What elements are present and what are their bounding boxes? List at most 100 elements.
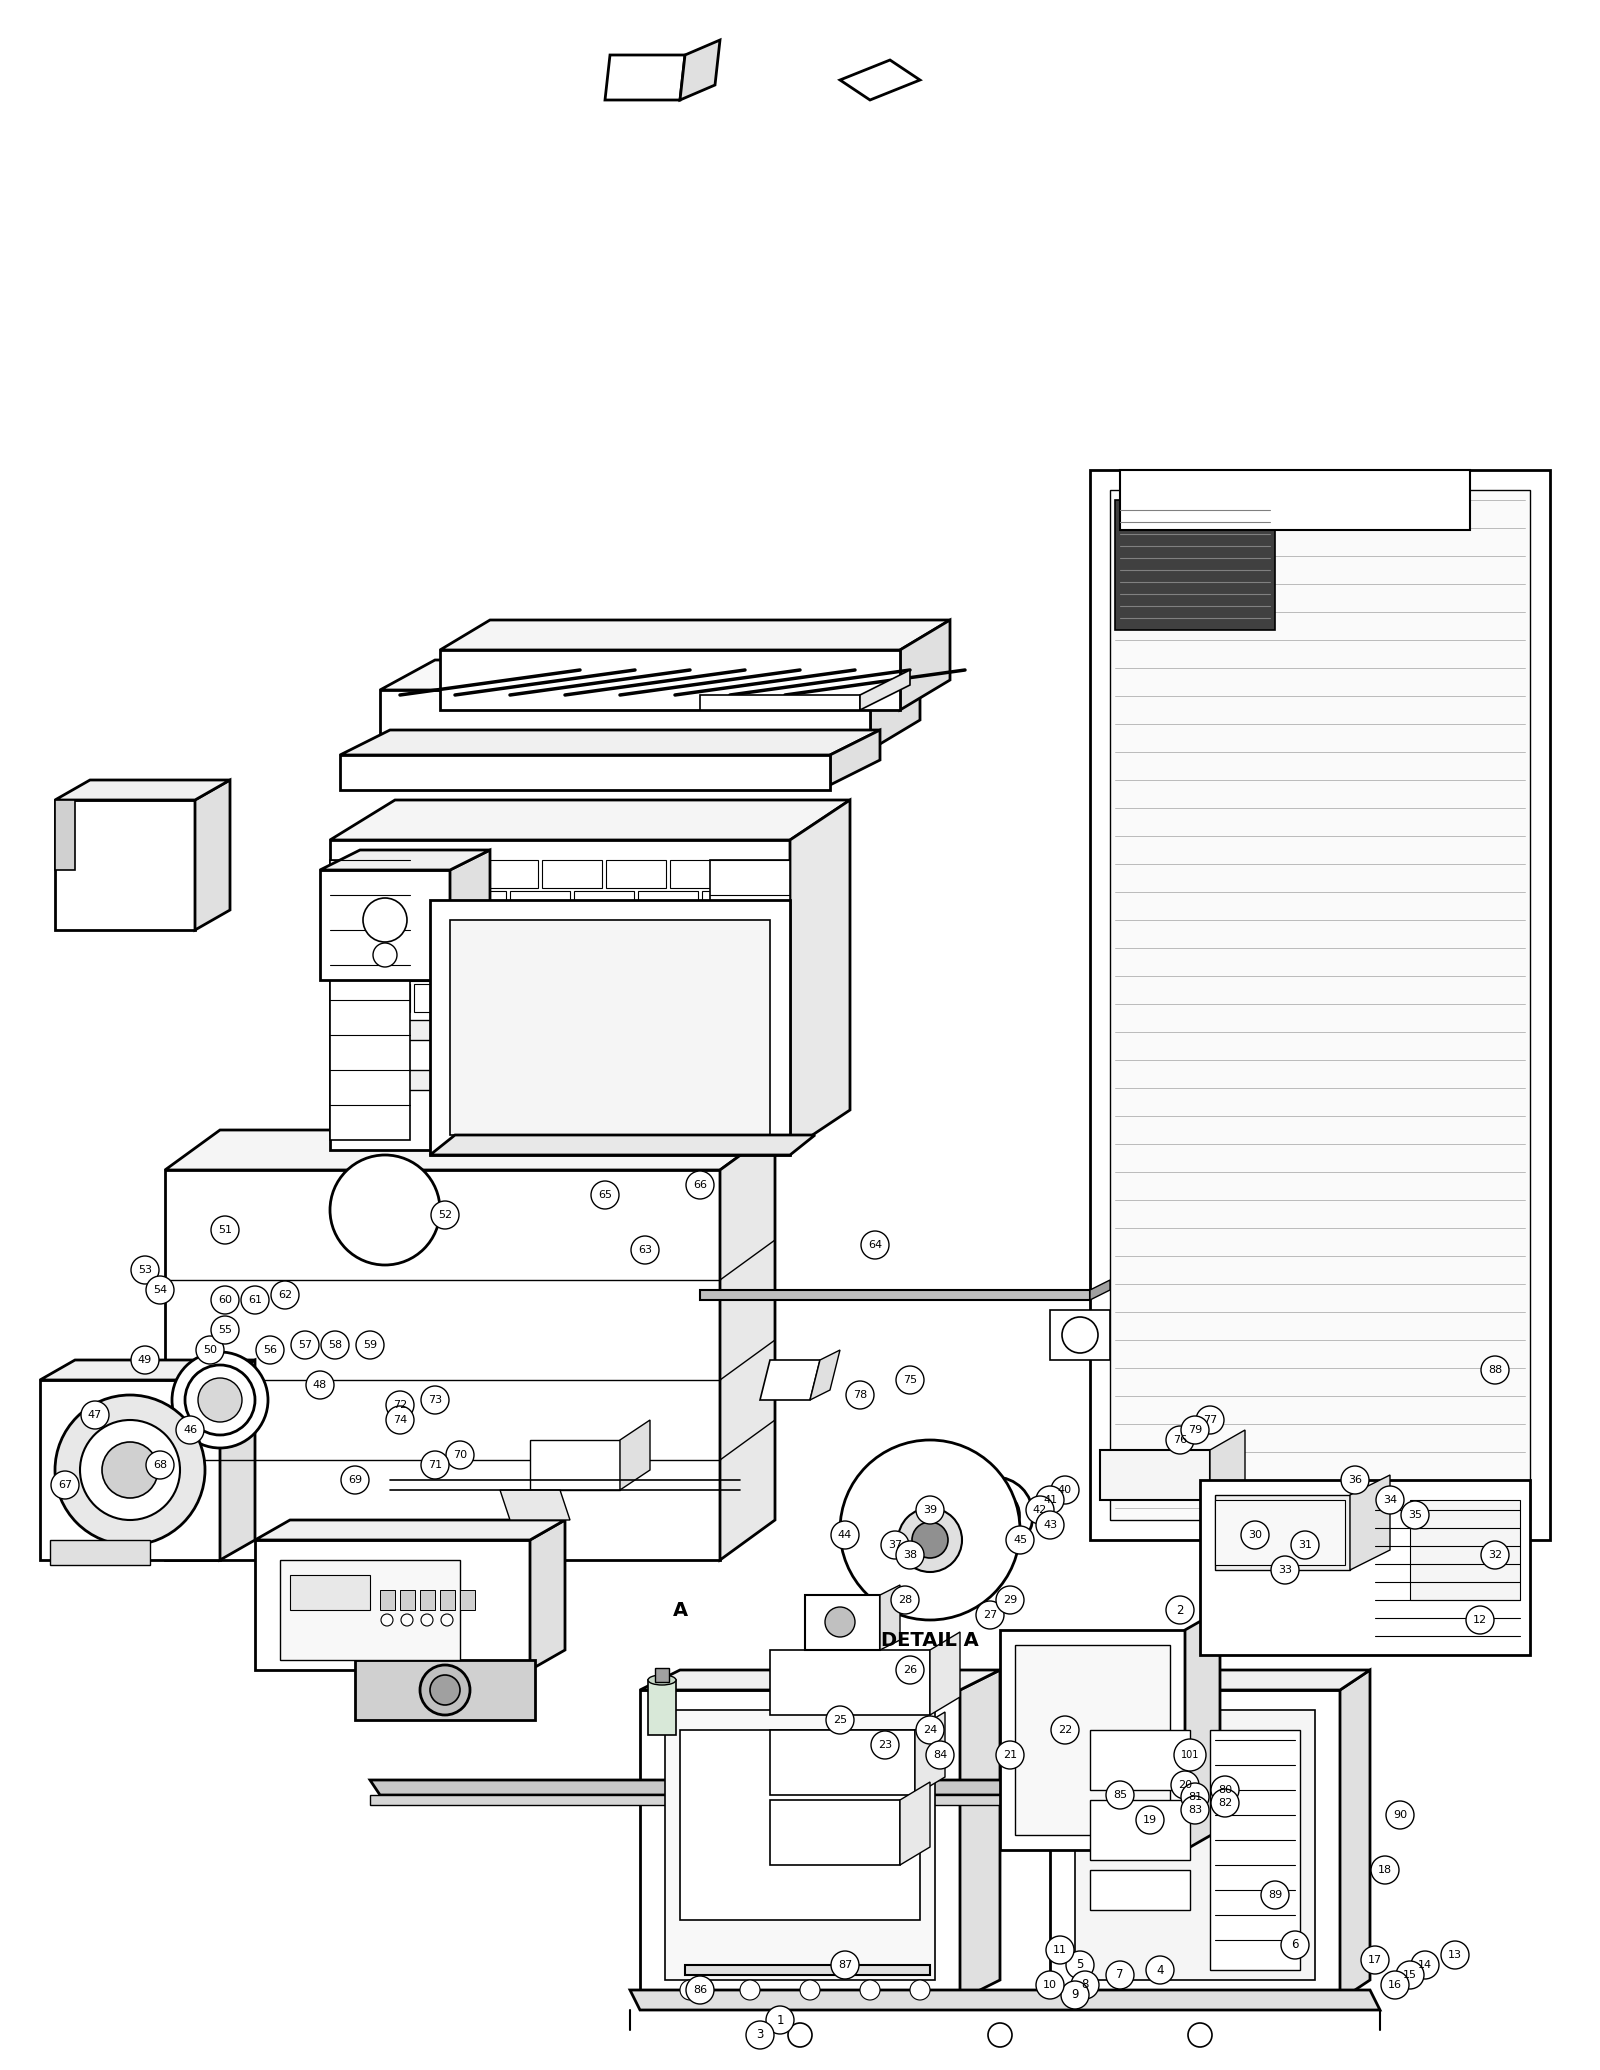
Circle shape (402, 1615, 413, 1627)
Text: 71: 71 (427, 1459, 442, 1470)
Polygon shape (899, 1782, 930, 1865)
Bar (478, 859, 538, 888)
Bar (414, 859, 474, 888)
Circle shape (995, 1586, 1024, 1615)
Circle shape (989, 2022, 1013, 2047)
Text: 65: 65 (598, 1190, 611, 1201)
Text: 32: 32 (1488, 1550, 1502, 1561)
Polygon shape (805, 1596, 880, 1650)
Bar (350, 921, 410, 950)
Circle shape (830, 1952, 859, 1979)
Circle shape (1136, 1805, 1165, 1834)
Polygon shape (1350, 1476, 1390, 1569)
Circle shape (190, 1370, 250, 1430)
Text: 22: 22 (1058, 1724, 1072, 1735)
Bar (382, 890, 442, 919)
Circle shape (291, 1331, 318, 1360)
Circle shape (680, 1981, 701, 2000)
Text: 37: 37 (888, 1540, 902, 1550)
Text: 15: 15 (1403, 1971, 1418, 1981)
Polygon shape (320, 851, 490, 869)
Circle shape (421, 1615, 434, 1627)
Bar (1090, 1869, 1190, 1911)
Polygon shape (701, 1290, 1090, 1300)
Text: 14: 14 (1418, 1960, 1432, 1971)
Text: 18: 18 (1378, 1865, 1392, 1875)
Circle shape (1062, 1317, 1098, 1354)
Text: 79: 79 (1187, 1424, 1202, 1435)
Circle shape (195, 1335, 224, 1364)
Circle shape (173, 1352, 269, 1449)
Circle shape (1037, 1486, 1064, 1513)
Circle shape (630, 1236, 659, 1265)
Circle shape (1146, 1956, 1174, 1983)
Circle shape (1270, 1557, 1299, 1584)
Bar (478, 921, 538, 950)
Bar (574, 952, 634, 981)
Bar (606, 983, 666, 1012)
Circle shape (826, 1606, 854, 1637)
Bar (702, 890, 762, 919)
Text: 56: 56 (262, 1346, 277, 1356)
Polygon shape (840, 60, 920, 99)
Bar (670, 921, 730, 950)
Text: 23: 23 (878, 1741, 893, 1749)
Polygon shape (499, 1490, 570, 1519)
Bar (510, 952, 570, 981)
Text: 73: 73 (427, 1395, 442, 1406)
Text: 76: 76 (1173, 1435, 1187, 1445)
Polygon shape (330, 799, 850, 840)
Polygon shape (330, 840, 790, 1151)
Text: 10: 10 (1043, 1981, 1058, 1989)
Polygon shape (40, 1360, 254, 1381)
Bar (1115, 501, 1275, 629)
Circle shape (131, 1346, 158, 1374)
Circle shape (1442, 1942, 1469, 1969)
Circle shape (355, 1331, 384, 1360)
Circle shape (186, 1364, 254, 1435)
Text: 74: 74 (394, 1416, 406, 1424)
Text: 31: 31 (1298, 1540, 1312, 1550)
Circle shape (1051, 1476, 1078, 1505)
Text: 72: 72 (394, 1399, 406, 1410)
Circle shape (386, 1391, 414, 1420)
Text: 90: 90 (1394, 1809, 1406, 1820)
Text: 41: 41 (1043, 1495, 1058, 1505)
Bar (440, 1590, 454, 1610)
Polygon shape (1050, 1670, 1370, 1689)
Circle shape (1291, 1532, 1318, 1559)
Circle shape (910, 1981, 930, 2000)
Bar (606, 921, 666, 950)
Circle shape (1037, 1511, 1064, 1538)
Circle shape (419, 1664, 470, 1716)
Text: 48: 48 (314, 1381, 326, 1389)
Bar (654, 1668, 669, 1683)
Bar (542, 983, 602, 1012)
Text: 28: 28 (898, 1596, 912, 1604)
Text: 61: 61 (248, 1296, 262, 1304)
Text: 21: 21 (1003, 1749, 1018, 1759)
Polygon shape (1210, 1430, 1245, 1501)
Circle shape (912, 1521, 947, 1559)
Polygon shape (450, 851, 490, 979)
Polygon shape (720, 1130, 774, 1561)
Text: 1: 1 (776, 2014, 784, 2027)
Text: 4: 4 (1157, 1964, 1163, 1977)
Circle shape (1395, 1960, 1424, 1989)
Circle shape (242, 1285, 269, 1314)
Bar (414, 921, 474, 950)
Text: 59: 59 (363, 1339, 378, 1350)
Polygon shape (1050, 1310, 1110, 1360)
Text: A: A (672, 1600, 688, 1619)
Polygon shape (54, 799, 195, 929)
Circle shape (1341, 1466, 1370, 1495)
Text: 35: 35 (1408, 1509, 1422, 1519)
Text: 7: 7 (1117, 1969, 1123, 1981)
Text: 52: 52 (438, 1211, 453, 1219)
Text: 3: 3 (757, 2029, 763, 2041)
Circle shape (826, 1706, 854, 1735)
Text: 13: 13 (1448, 1950, 1462, 1960)
Polygon shape (339, 731, 880, 756)
Bar (50, 1540, 150, 1565)
Circle shape (386, 1406, 414, 1435)
